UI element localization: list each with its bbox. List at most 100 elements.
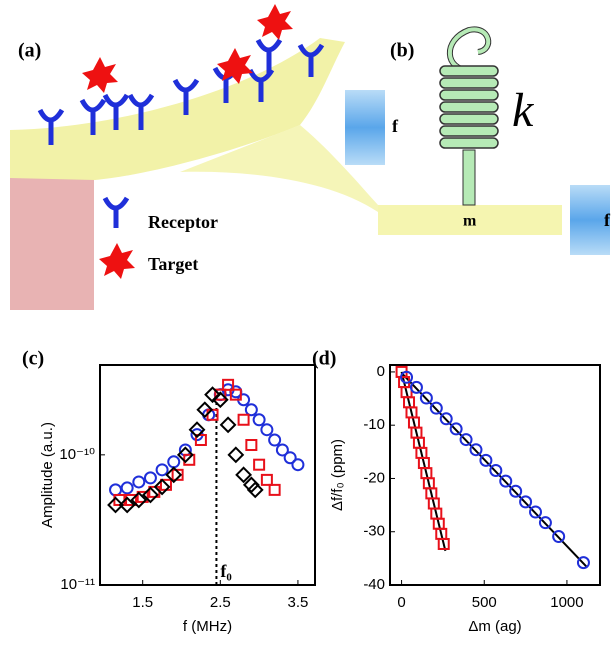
- data-point: [252, 413, 266, 427]
- data-point: [268, 483, 281, 496]
- data-point: [419, 391, 433, 405]
- y-axis-label: Δf/f₀ (ppm): [329, 439, 346, 511]
- marker-label: f₀: [220, 561, 231, 581]
- data-point: [469, 443, 483, 457]
- data-point: [176, 446, 194, 464]
- data-point: [576, 556, 590, 570]
- y-tick-label: -10: [363, 416, 385, 433]
- data-point: [211, 391, 229, 409]
- x-tick-label: 2.5: [210, 594, 231, 611]
- x-tick-label: 3.5: [287, 594, 308, 611]
- data-point: [167, 455, 181, 469]
- data-point: [171, 468, 184, 481]
- pillar: [10, 160, 94, 310]
- mass-label: m: [463, 213, 477, 230]
- data-point: [142, 486, 159, 504]
- data-point: [519, 495, 533, 509]
- beam: [10, 38, 345, 180]
- data-point: [459, 433, 473, 447]
- data-point: [409, 380, 423, 394]
- data-point: [107, 496, 124, 514]
- data-point: [165, 466, 183, 484]
- data-point: [194, 434, 207, 447]
- data-point: [235, 466, 253, 484]
- data-point: [227, 446, 245, 464]
- x-tick-label: 500: [472, 594, 497, 611]
- y-axis-label: Amplitude (a.u.): [39, 422, 56, 528]
- data-point: [202, 408, 216, 422]
- data-point: [538, 516, 552, 530]
- force-arrow: [345, 90, 385, 165]
- panel-label: (a): [18, 40, 41, 62]
- data-point: [118, 496, 136, 514]
- targets: [82, 4, 293, 279]
- y-tick-label: -30: [363, 523, 385, 540]
- data-point: [437, 537, 450, 550]
- data-point: [214, 388, 227, 401]
- y-tick-label: -40: [363, 576, 385, 593]
- data-point: [260, 473, 273, 486]
- y-tick-label: 0: [377, 363, 385, 380]
- x-tick-label: 0: [397, 594, 405, 611]
- data-point: [204, 386, 221, 404]
- panel-label: (b): [390, 40, 414, 62]
- spring-rod: [462, 149, 476, 206]
- data-point: [260, 423, 274, 437]
- data-point: [244, 403, 258, 417]
- data-point: [229, 388, 242, 401]
- data-point: [246, 481, 264, 499]
- data-point: [143, 471, 157, 485]
- data-point: [245, 439, 258, 452]
- data-point: [222, 378, 235, 391]
- data-point: [283, 451, 297, 465]
- data-point: [439, 412, 453, 426]
- force-label: f: [604, 210, 611, 230]
- spring-coil: [439, 26, 499, 149]
- data-point: [109, 483, 123, 497]
- data-point: [529, 505, 543, 519]
- y-tick-label: -20: [363, 469, 385, 486]
- mass-block: [378, 205, 562, 235]
- y-tick-label: 10⁻¹¹: [60, 576, 95, 593]
- data-point: [188, 421, 206, 439]
- data-point: [253, 458, 266, 471]
- beam-lower: [180, 125, 378, 212]
- force-arrow: [570, 185, 610, 255]
- data-point: [489, 463, 503, 477]
- data-point: [499, 474, 513, 488]
- x-tick-label: 1.5: [132, 594, 153, 611]
- data-point: [552, 530, 566, 544]
- plot-frame: [99, 364, 316, 586]
- data-point: [429, 401, 443, 415]
- panel-label: (d): [312, 348, 336, 370]
- data-point: [219, 416, 237, 434]
- data-point: [479, 453, 493, 467]
- legend-text: Receptor: [148, 212, 218, 232]
- plot-frame: [389, 364, 601, 586]
- data-point: [509, 484, 523, 498]
- data-point: [449, 422, 463, 436]
- data-point: [400, 370, 414, 384]
- legend-text: Target: [148, 254, 198, 274]
- data-point: [155, 463, 169, 477]
- data-point: [196, 401, 214, 419]
- fit-line: [400, 371, 447, 552]
- force-label: f: [392, 116, 399, 136]
- panel-label: (c): [22, 348, 44, 370]
- data-point: [237, 413, 250, 426]
- data-point: [275, 443, 289, 457]
- x-tick-label: 1000: [550, 594, 583, 611]
- data-point: [268, 433, 282, 447]
- x-axis-label: f (MHz): [183, 618, 232, 635]
- spring-diagram: (b) k m f: [378, 26, 611, 255]
- data-point: [132, 475, 146, 489]
- data-point: [153, 478, 171, 496]
- data-point: [120, 481, 134, 495]
- x-axis-label: Δm (ag): [468, 618, 521, 635]
- spring-label: k: [512, 84, 535, 137]
- data-point: [291, 458, 305, 472]
- cantilever-diagram: (a) f Receptor Target: [10, 4, 399, 310]
- y-tick-label: 10⁻¹⁰: [59, 446, 95, 463]
